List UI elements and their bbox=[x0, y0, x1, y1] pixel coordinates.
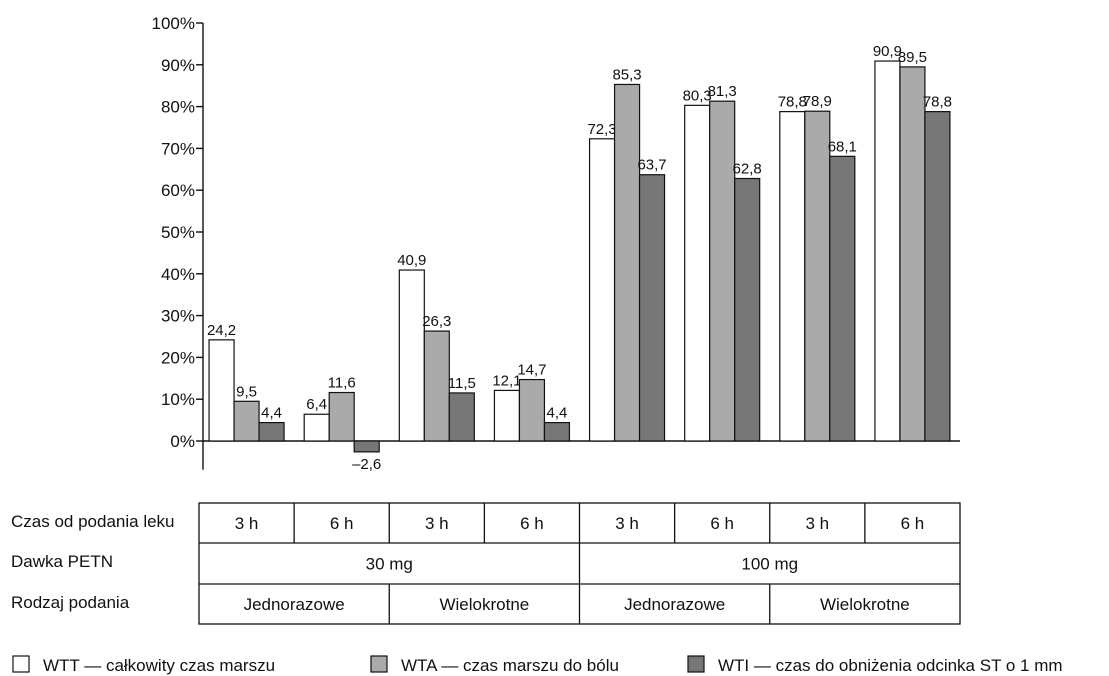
data-label: 62,8 bbox=[733, 160, 762, 177]
legend-swatch bbox=[12, 655, 30, 673]
legend-label: WTA — czas marszu do bólu bbox=[401, 656, 619, 675]
table-cell: Jednorazowe bbox=[624, 595, 725, 614]
data-label: 14,7 bbox=[517, 362, 546, 379]
y-tick-label: 0% bbox=[170, 432, 195, 451]
data-label: 85,3 bbox=[612, 66, 641, 83]
data-label: –2,6 bbox=[352, 456, 381, 473]
table-cell: 6 h bbox=[901, 514, 925, 533]
data-label: 90,9 bbox=[873, 43, 902, 60]
data-label: 68,1 bbox=[828, 138, 857, 155]
table-cell: 6 h bbox=[710, 514, 734, 533]
bar bbox=[588, 138, 616, 442]
legend-label: WTT — całkowity czas marszu bbox=[43, 656, 275, 675]
data-label: 4,4 bbox=[261, 405, 282, 422]
table-cell: 3 h bbox=[615, 514, 639, 533]
bar bbox=[613, 83, 641, 442]
bar bbox=[493, 389, 521, 442]
y-tick-label: 60% bbox=[161, 181, 195, 200]
bar bbox=[398, 269, 425, 442]
bar bbox=[423, 330, 450, 442]
bar bbox=[328, 391, 355, 442]
y-tick-label: 30% bbox=[161, 307, 195, 326]
table-cell: 100 mg bbox=[741, 555, 798, 574]
table-row-label: Rodzaj podania bbox=[11, 593, 130, 612]
bar bbox=[924, 111, 951, 442]
bar bbox=[734, 177, 761, 442]
bar bbox=[303, 413, 330, 442]
bar bbox=[518, 378, 546, 442]
legend-label: WTI — czas do obniżenia odcinka ST o 1 m… bbox=[718, 656, 1063, 675]
bar bbox=[353, 440, 380, 453]
y-tick-label: 10% bbox=[161, 390, 195, 409]
table-cell: Wielokrotne bbox=[820, 595, 910, 614]
table-cell: 3 h bbox=[805, 514, 829, 533]
bars: 24,29,54,4 6,411,6–2,640,926,311,5 12,114,… bbox=[207, 43, 952, 473]
bar bbox=[233, 400, 260, 442]
bar bbox=[208, 339, 235, 442]
bar bbox=[779, 111, 806, 442]
data-label: 26,3 bbox=[422, 313, 451, 330]
table-cell: Jednorazowe bbox=[244, 595, 345, 614]
bar bbox=[638, 174, 666, 442]
data-label: 11,5 bbox=[448, 375, 476, 392]
y-axis: 0% 10% 20% 30% 40% 50% 60% 70% 80% 90% 100% bbox=[152, 14, 960, 470]
data-label: 78,8 bbox=[778, 94, 807, 111]
data-label: 12,1 bbox=[492, 372, 521, 389]
category-table: 3 h 6 h 3 h 6 h 3 h 6 h 3 h 6 h Czas od podania … bbox=[11, 502, 961, 625]
y-tick-label: 100% bbox=[152, 14, 195, 33]
legend-swatch bbox=[370, 655, 388, 673]
bar bbox=[709, 100, 736, 442]
bar bbox=[684, 104, 711, 442]
data-label: 11,6 bbox=[328, 375, 356, 392]
data-label: 80,3 bbox=[683, 87, 712, 104]
table-cell: 3 h bbox=[235, 514, 259, 533]
data-label: 78,8 bbox=[923, 94, 952, 111]
table-cell: 3 h bbox=[425, 514, 449, 533]
y-tick-label: 50% bbox=[161, 223, 195, 242]
data-label: 81,3 bbox=[708, 83, 737, 100]
data-label: 6,4 bbox=[306, 396, 327, 413]
data-label: 4,4 bbox=[547, 405, 568, 422]
y-tick-label: 80% bbox=[161, 98, 195, 117]
bar bbox=[543, 422, 571, 442]
bar bbox=[804, 110, 831, 442]
data-label: 24,2 bbox=[207, 322, 236, 339]
table-cell: 30 mg bbox=[366, 555, 413, 574]
bar bbox=[448, 392, 475, 442]
table-row-label: Czas od podania leku bbox=[11, 512, 175, 531]
data-label: 63,7 bbox=[637, 157, 666, 174]
y-tick-label: 70% bbox=[161, 139, 195, 158]
bar bbox=[829, 155, 856, 442]
bar bbox=[874, 60, 901, 442]
table-row-label: Dawka PETN bbox=[11, 552, 113, 571]
data-label: 40,9 bbox=[397, 252, 426, 269]
data-label: 9,5 bbox=[236, 383, 257, 400]
y-tick-label: 40% bbox=[161, 265, 195, 284]
y-tick-label: 90% bbox=[161, 56, 195, 75]
y-tick-label: 20% bbox=[161, 348, 195, 367]
bar bbox=[258, 422, 285, 442]
legend-swatch bbox=[687, 655, 705, 673]
bar bbox=[899, 66, 926, 442]
table-cell: 6 h bbox=[520, 514, 544, 533]
legend: WTT — całkowity czas marszu WTA — czas ma… bbox=[12, 655, 1063, 675]
data-label: 72,3 bbox=[587, 121, 616, 138]
data-label: 78,9 bbox=[803, 93, 832, 110]
table-cell: Wielokrotne bbox=[439, 595, 529, 614]
table-cell: 6 h bbox=[330, 514, 354, 533]
data-label: 89,5 bbox=[898, 49, 927, 66]
